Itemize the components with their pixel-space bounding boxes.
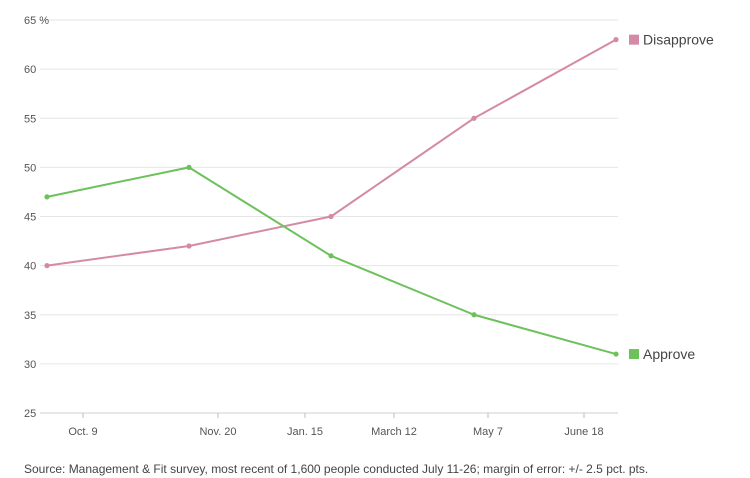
y-tick-label: 40	[24, 261, 36, 273]
series-layer	[44, 37, 619, 357]
y-tick-label: 25	[24, 408, 36, 420]
y-tick-label: 65 %	[24, 15, 49, 27]
data-point-approve	[328, 253, 334, 259]
data-point-disapprove	[471, 115, 477, 121]
x-tick-label: June 18	[564, 426, 603, 438]
series-line-disapprove	[46, 38, 617, 267]
legend: Disapprove Approve	[629, 32, 714, 362]
x-axis-ticks: Oct. 9 Nov. 20 Jan. 15 March 12 May 7 June 18	[68, 413, 604, 438]
y-tick-label: 50	[24, 162, 36, 174]
source-note: Source: Management & Fit survey, most re…	[24, 462, 649, 476]
data-point-disapprove	[328, 213, 334, 220]
data-point-approve	[44, 194, 50, 200]
legend-swatch-approve	[629, 349, 639, 360]
y-tick-label: 30	[24, 359, 36, 371]
x-tick-label: May 7	[473, 426, 503, 438]
data-point-approve	[471, 312, 477, 318]
x-tick-label: Nov. 20	[199, 426, 236, 438]
series-line-approve	[46, 166, 617, 356]
data-point-disapprove	[186, 243, 192, 249]
y-tick-label: 45	[24, 212, 36, 224]
y-axis-ticks: 65 % 60 55 50 45 40 35 30 25	[24, 15, 49, 420]
y-tick-label: 55	[24, 113, 36, 125]
legend-label-approve: Approve	[643, 346, 695, 362]
data-point-disapprove	[613, 37, 619, 43]
legend-swatch-disapprove	[629, 34, 639, 45]
data-point-disapprove	[44, 263, 50, 269]
x-tick-label: March 12	[371, 426, 417, 438]
data-point-approve	[613, 351, 619, 357]
y-tick-label: 60	[24, 64, 36, 76]
legend-label-disapprove: Disapprove	[643, 32, 714, 48]
x-tick-label: Oct. 9	[68, 426, 97, 438]
x-tick-label: Jan. 15	[287, 426, 323, 438]
y-tick-label: 35	[24, 310, 36, 322]
data-point-approve	[186, 164, 192, 170]
